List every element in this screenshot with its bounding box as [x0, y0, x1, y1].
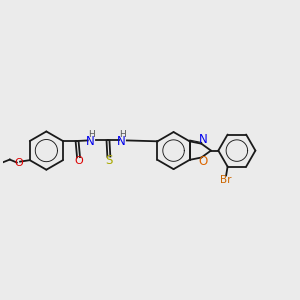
Text: N: N [86, 134, 95, 148]
Text: O: O [74, 156, 83, 166]
Text: N: N [199, 133, 208, 146]
Text: O: O [14, 158, 23, 167]
Text: O: O [198, 155, 208, 168]
Text: H: H [119, 130, 126, 139]
Text: Br: Br [220, 175, 232, 184]
Text: N: N [117, 134, 126, 148]
Text: S: S [105, 154, 112, 167]
Text: H: H [88, 130, 95, 139]
